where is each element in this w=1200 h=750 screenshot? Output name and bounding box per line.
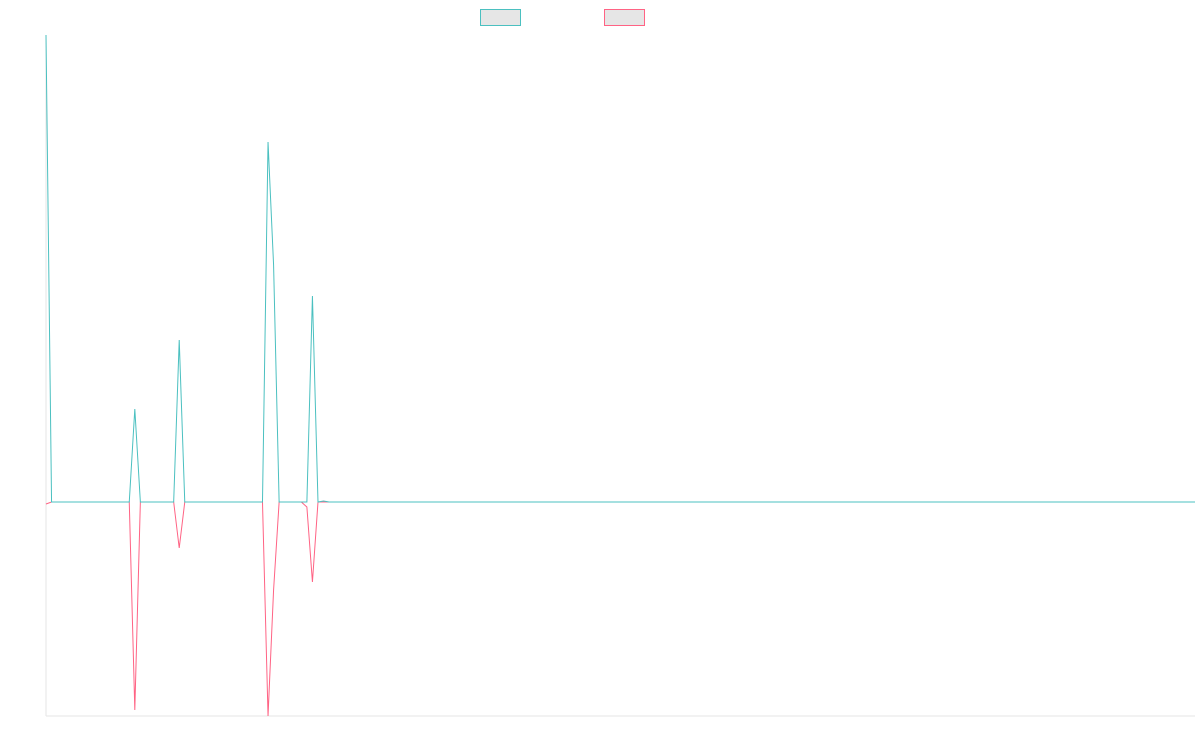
- series-line: [45, 34, 1195, 503]
- series-line: [45, 501, 1195, 717]
- legend-swatch[interactable]: [604, 9, 645, 26]
- legend-swatch[interactable]: [480, 9, 521, 26]
